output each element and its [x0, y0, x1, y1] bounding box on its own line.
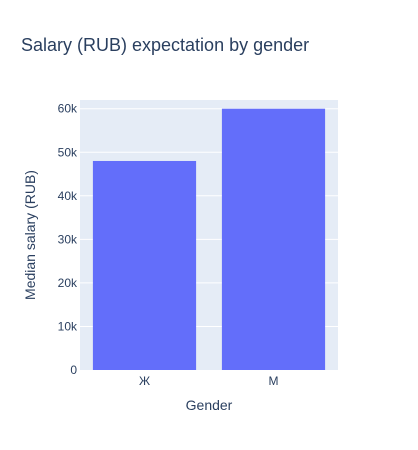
- y-tick-label-60k: 60k: [58, 102, 78, 116]
- x-axis-title: Gender: [186, 397, 233, 413]
- chart-title: Salary (RUB) expectation by gender: [21, 35, 309, 55]
- bars: [92, 108, 326, 370]
- x-tick-label-1: Ж: [139, 374, 150, 388]
- y-tick-label-50k: 50k: [58, 145, 78, 159]
- y-axis-title: Median salary (RUB): [22, 170, 38, 300]
- y-tick-label-0: 0: [70, 363, 77, 377]
- y-tick-label-20k: 20k: [58, 276, 78, 290]
- bar-2[interactable]: [221, 108, 326, 370]
- bar-1[interactable]: [92, 160, 197, 370]
- x-tick-label-2: М: [269, 374, 279, 388]
- y-axis-ticks: 0 10k 20k 30k 40k 50k 60k: [58, 102, 78, 377]
- y-tick-label-40k: 40k: [58, 189, 78, 203]
- y-tick-label-10k: 10k: [58, 319, 78, 333]
- y-tick-label-30k: 30k: [58, 232, 78, 246]
